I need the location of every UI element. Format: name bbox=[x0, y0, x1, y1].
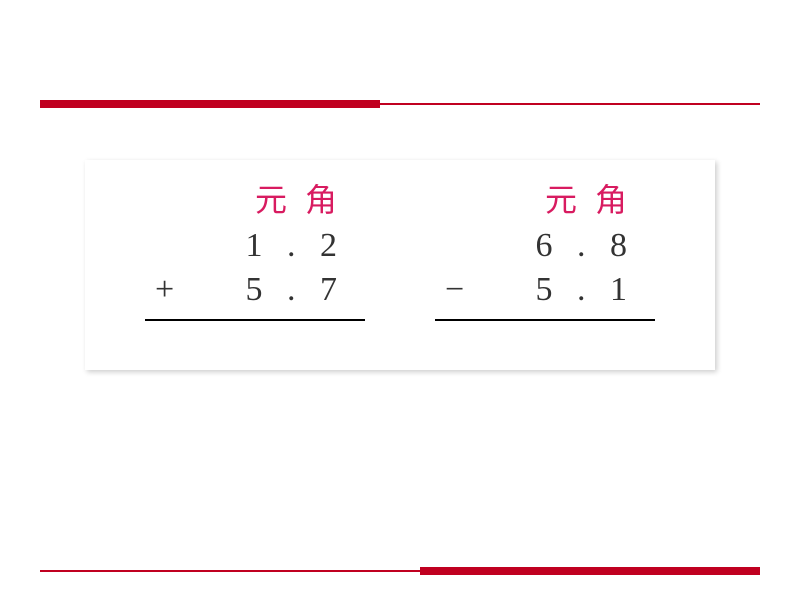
unit-header: 元角 bbox=[435, 175, 655, 221]
operand-1: 6 . 8 bbox=[435, 227, 655, 265]
rule-thin bbox=[40, 103, 760, 105]
addition-problem: 元角 1 . 2 + 5 . 7 bbox=[145, 175, 365, 355]
unit-yuan: 元 bbox=[255, 182, 305, 218]
rule-thick bbox=[420, 567, 760, 575]
content-box: 元角 1 . 2 + 5 . 7 元角 6 . 8 − 5 . 1 bbox=[85, 160, 715, 370]
unit-jiao: 角 bbox=[305, 182, 355, 218]
operand-2-row: + 5 . 7 bbox=[145, 271, 365, 321]
operand-2: 5 . 7 bbox=[246, 271, 346, 308]
unit-yuan: 元 bbox=[545, 182, 595, 218]
operand-2-row: − 5 . 1 bbox=[435, 271, 655, 321]
operand-1: 1 . 2 bbox=[145, 227, 365, 265]
unit-jiao: 角 bbox=[595, 182, 645, 218]
operator-plus: + bbox=[155, 271, 174, 309]
operand-2: 5 . 1 bbox=[536, 271, 636, 308]
unit-header: 元角 bbox=[145, 175, 365, 221]
subtraction-problem: 元角 6 . 8 − 5 . 1 bbox=[435, 175, 655, 355]
operator-minus: − bbox=[445, 271, 464, 309]
